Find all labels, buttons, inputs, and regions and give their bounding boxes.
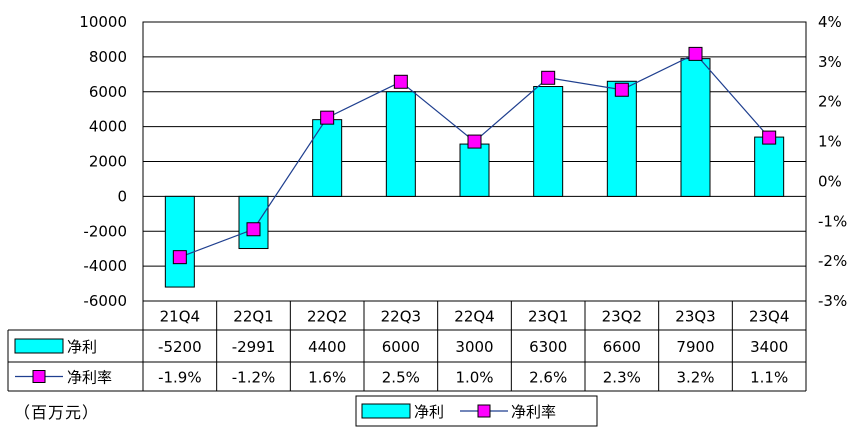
table-value-net-margin: -1.9% xyxy=(158,369,202,387)
table-value-net-margin: 1.6% xyxy=(308,369,346,387)
marker-net-margin xyxy=(393,74,408,89)
x-tick-label: 21Q4 xyxy=(160,308,200,326)
table-value-net-margin: -1.2% xyxy=(232,369,276,387)
y-right-tick-label: 0% xyxy=(818,172,842,190)
unit-note: （百万元） xyxy=(14,403,100,422)
x-tick-label: 23Q4 xyxy=(749,308,789,326)
table-value-net-margin: 3.2% xyxy=(676,369,714,387)
table-row-label: 净利率 xyxy=(67,369,112,387)
table-value-net-margin: 2.5% xyxy=(382,369,420,387)
x-tick-label: 22Q1 xyxy=(233,308,273,326)
y-left-tick-label: 2000 xyxy=(89,153,127,171)
y-right-tick-label: 3% xyxy=(818,53,842,71)
bar-net-profit xyxy=(385,91,416,197)
x-tick-label: 22Q3 xyxy=(381,308,421,326)
legend-label: 净利率 xyxy=(511,403,556,421)
bar-net-profit xyxy=(754,136,785,197)
marker-net-margin xyxy=(541,70,556,85)
bar-net-profit xyxy=(533,86,564,197)
table-value-net-profit: 6000 xyxy=(382,338,420,356)
bar-net-profit xyxy=(606,80,637,197)
y-right-tick-label: 2% xyxy=(818,93,842,111)
table-value-net-profit: -5200 xyxy=(158,338,202,356)
y-right-tick-label: 1% xyxy=(818,133,842,151)
marker-net-margin xyxy=(172,250,187,265)
y-left-tick-label: -4000 xyxy=(83,257,127,275)
plot-border xyxy=(142,21,807,302)
legend-label: 净利 xyxy=(414,403,444,421)
bar-net-profit xyxy=(312,119,343,197)
y-left-tick-label: 6000 xyxy=(89,83,127,101)
table-value-net-margin: 2.3% xyxy=(603,369,641,387)
table-value-net-profit: 4400 xyxy=(308,338,346,356)
table-value-net-profit: 6600 xyxy=(603,338,641,356)
y-left-tick-label: 0 xyxy=(117,187,127,205)
marker-net-margin xyxy=(320,110,335,125)
marker-net-margin xyxy=(246,222,261,237)
marker-net-margin xyxy=(762,130,777,145)
table-value-net-profit: 6300 xyxy=(529,338,567,356)
table-value-net-margin: 2.6% xyxy=(529,369,567,387)
table-value-net-profit: 3400 xyxy=(750,338,788,356)
y-right-tick-label: 4% xyxy=(818,13,842,31)
marker-net-margin xyxy=(467,134,482,149)
y-right-tick-label: -2% xyxy=(818,252,847,270)
legend-key-bar xyxy=(361,403,411,419)
marker-net-margin xyxy=(614,82,629,97)
table-key-marker xyxy=(32,370,46,383)
y-left-tick-label: -6000 xyxy=(83,292,127,310)
x-tick-label: 23Q1 xyxy=(528,308,568,326)
marker-net-margin xyxy=(688,46,703,61)
bar-net-profit xyxy=(680,58,711,197)
table-value-net-margin: 1.1% xyxy=(750,369,788,387)
table-row-label: 净利 xyxy=(67,338,97,356)
y-left-tick-label: 8000 xyxy=(89,48,127,66)
x-tick-label: 23Q3 xyxy=(675,308,715,326)
y-right-tick-label: -1% xyxy=(818,212,847,230)
y-left-tick-label: 10000 xyxy=(79,13,127,31)
table-value-net-profit: 3000 xyxy=(455,338,493,356)
x-tick-label: 22Q2 xyxy=(307,308,347,326)
table-value-net-profit: -2991 xyxy=(232,338,276,356)
x-tick-label: 22Q4 xyxy=(454,308,494,326)
y-left-tick-label: 4000 xyxy=(89,118,127,136)
bar-net-profit xyxy=(459,143,490,197)
bar-net-profit xyxy=(164,195,195,288)
table-value-net-profit: 7900 xyxy=(676,338,714,356)
y-left-tick-label: -2000 xyxy=(83,222,127,240)
y-right-tick-label: -3% xyxy=(818,292,847,310)
table-value-net-margin: 1.0% xyxy=(455,369,493,387)
x-tick-label: 23Q2 xyxy=(602,308,642,326)
legend-key-marker xyxy=(477,404,491,418)
table-key-bar xyxy=(14,338,64,354)
